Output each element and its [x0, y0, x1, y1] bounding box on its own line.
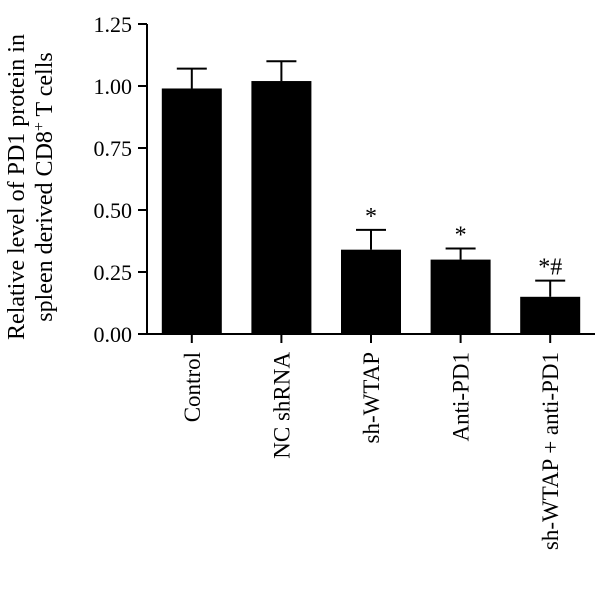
y-axis-label-line2-prefix: spleen derived CD8 — [32, 131, 58, 322]
axes: 0.00 0.25 0.50 0.75 1.00 1.25 — [94, 12, 595, 347]
y-axis-label: Relative level of PD1 protein in spleen … — [4, 34, 58, 340]
x-tick-label: sh-WTAP + anti-PD1 — [538, 352, 563, 550]
y-axis-label-line1: Relative level of PD1 protein in — [4, 34, 30, 340]
y-axis-label-line2-suffix: T cells — [32, 52, 58, 122]
bar — [430, 259, 491, 334]
y-tick-label: 1.25 — [94, 12, 133, 37]
x-tick-label: Control — [180, 352, 205, 422]
category-labels: Control NC shRNA sh-WTAP Anti-PD1 sh-WTAP + … — [180, 352, 563, 550]
x-tick-label: Anti-PD1 — [449, 352, 474, 441]
bar — [520, 296, 581, 334]
bar — [341, 249, 401, 334]
y-tick-label: 0.25 — [94, 260, 133, 285]
bar — [161, 88, 222, 334]
y-axis-label-line2-superscript: + — [31, 122, 48, 131]
significance-marker: * — [365, 204, 377, 230]
significance-marker: * — [455, 222, 467, 248]
y-tick-label: 1.00 — [94, 74, 133, 99]
x-tick-label: NC shRNA — [269, 352, 294, 459]
bar — [251, 81, 312, 334]
y-tick-label: 0.75 — [94, 136, 133, 161]
y-tick-label: 0.50 — [94, 198, 133, 223]
x-tick-label: sh-WTAP — [359, 352, 384, 443]
bars: * * *# — [161, 60, 581, 334]
y-tick-label: 0.00 — [94, 322, 133, 347]
y-axis-label-line2: spleen derived CD8+ T cells — [31, 52, 58, 321]
significance-marker: *# — [538, 255, 562, 281]
